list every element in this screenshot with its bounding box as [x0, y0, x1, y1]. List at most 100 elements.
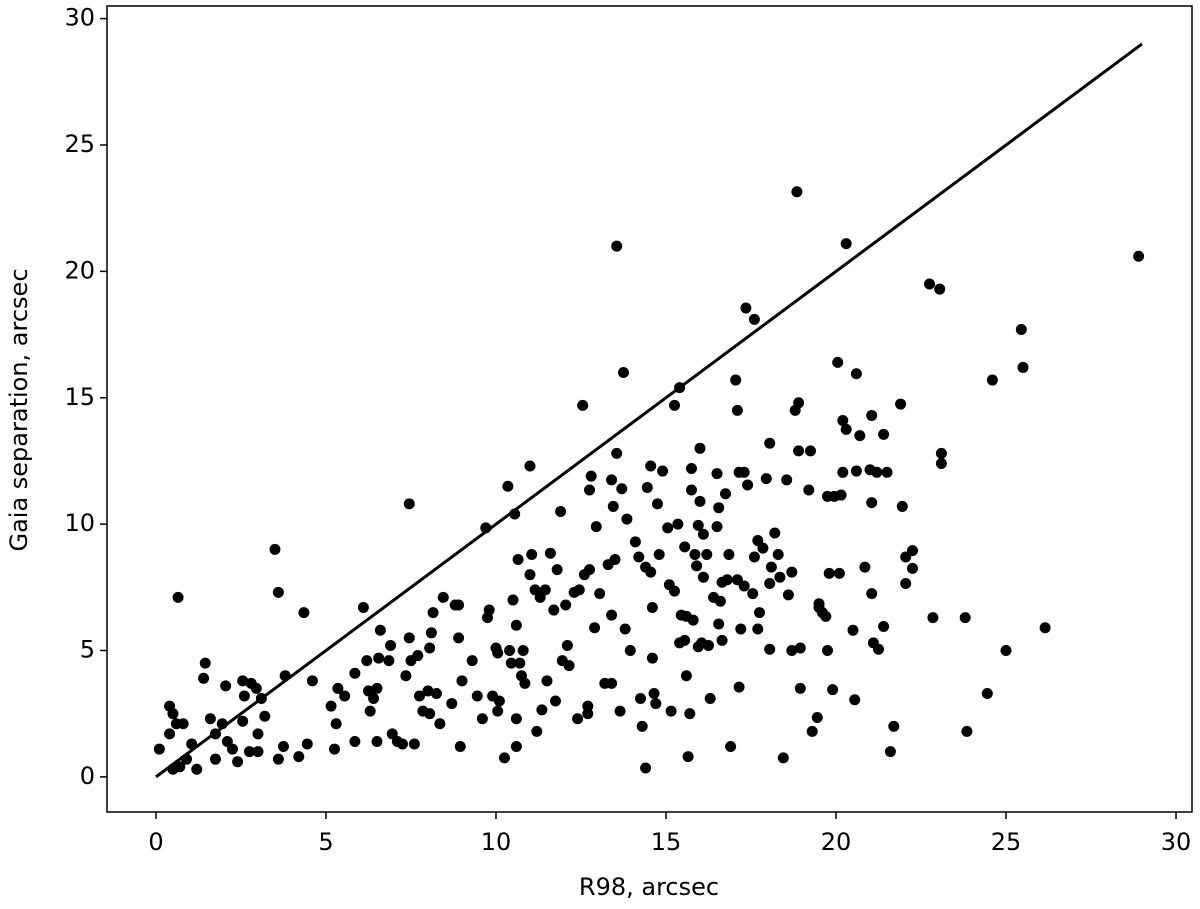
point	[731, 404, 743, 416]
x-tick-label: 15	[651, 828, 682, 856]
point	[640, 762, 652, 774]
point	[237, 715, 249, 727]
point	[881, 466, 893, 478]
x-tick-label: 5	[318, 828, 333, 856]
point	[697, 528, 709, 540]
point	[403, 498, 415, 510]
point	[617, 366, 629, 378]
point	[269, 543, 281, 555]
point	[616, 483, 628, 495]
point	[582, 708, 594, 720]
point	[383, 655, 395, 667]
point	[611, 240, 623, 252]
point	[408, 738, 420, 750]
point	[961, 725, 973, 737]
point	[517, 644, 529, 656]
point	[153, 743, 165, 755]
point	[590, 521, 602, 533]
point	[794, 642, 806, 654]
point	[510, 619, 522, 631]
line	[155, 42, 1143, 779]
point	[833, 567, 845, 579]
point	[1000, 644, 1012, 656]
point	[539, 584, 551, 596]
plot-frame	[106, 5, 1193, 813]
point	[453, 632, 465, 644]
point	[725, 741, 737, 753]
point	[757, 542, 769, 554]
point	[277, 741, 289, 753]
point	[400, 670, 412, 682]
point	[791, 186, 803, 198]
point	[1015, 324, 1027, 336]
point	[685, 484, 697, 496]
point	[682, 751, 694, 763]
point	[611, 447, 623, 459]
point	[424, 642, 436, 654]
point	[199, 657, 211, 669]
point	[361, 655, 373, 667]
point	[498, 752, 510, 764]
point	[357, 602, 369, 614]
point	[633, 551, 645, 563]
point	[238, 690, 250, 702]
point	[692, 519, 704, 531]
point	[772, 548, 784, 560]
point	[594, 588, 606, 600]
point	[837, 466, 849, 478]
point	[840, 423, 852, 435]
point	[606, 474, 618, 486]
point	[583, 564, 595, 576]
point	[328, 743, 340, 755]
point	[884, 746, 896, 758]
point	[1039, 622, 1051, 634]
point	[701, 548, 713, 560]
point	[250, 682, 262, 694]
point	[524, 569, 536, 581]
point	[742, 479, 754, 491]
point	[713, 618, 725, 630]
point	[226, 743, 238, 755]
point	[339, 690, 351, 702]
point	[609, 554, 621, 566]
point	[679, 634, 691, 646]
point	[220, 680, 232, 692]
point	[764, 578, 776, 590]
point	[582, 700, 594, 712]
point	[738, 580, 750, 592]
point	[804, 445, 816, 457]
point	[252, 728, 264, 740]
y-tick-label: 0	[80, 762, 95, 790]
point	[614, 705, 626, 717]
point	[634, 693, 646, 705]
point	[510, 741, 522, 753]
point	[403, 632, 415, 644]
point	[878, 428, 890, 440]
point	[636, 720, 648, 732]
y-tick-label: 20	[64, 256, 95, 284]
point	[560, 599, 572, 611]
point	[572, 713, 584, 725]
point	[821, 644, 833, 656]
y-tick-label: 5	[80, 635, 95, 663]
point	[422, 685, 434, 697]
point	[551, 564, 563, 576]
point	[786, 566, 798, 578]
point	[714, 595, 726, 607]
point	[549, 695, 561, 707]
point	[648, 687, 660, 699]
point	[735, 623, 747, 635]
point	[507, 594, 519, 606]
x-tick-label: 30	[1161, 828, 1192, 856]
point	[774, 571, 786, 583]
x-tick-label: 0	[148, 828, 163, 856]
point	[854, 430, 866, 442]
y-axis-label: Gaia separation, arcsec	[5, 268, 33, 551]
point	[412, 650, 424, 662]
point	[752, 623, 764, 635]
point	[434, 718, 446, 730]
point	[777, 752, 789, 764]
point	[607, 500, 619, 512]
point	[332, 682, 344, 694]
point	[621, 513, 633, 525]
